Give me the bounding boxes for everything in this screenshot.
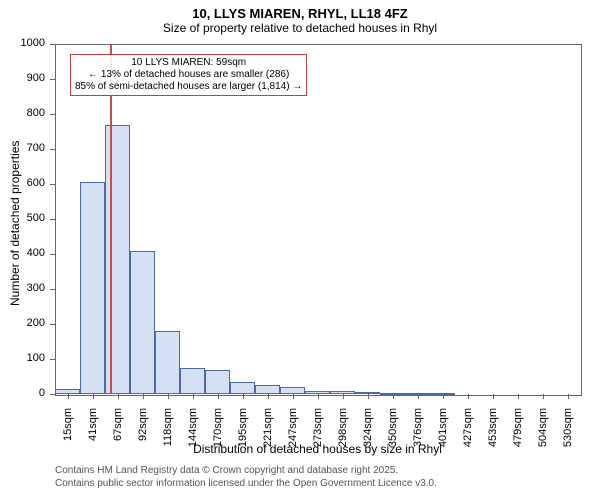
ytick: [50, 324, 55, 325]
bar: [280, 387, 305, 394]
xtick-label: 144sqm: [187, 408, 199, 458]
ytick-label: 600: [0, 177, 45, 189]
bar: [380, 393, 405, 395]
ytick-label: 800: [0, 107, 45, 119]
xtick: [518, 394, 519, 399]
annotation-line1: 10 LLYS MIAREN: 59sqm: [75, 57, 302, 69]
ytick-label: 0: [0, 387, 45, 399]
chart-container: 10, LLYS MIAREN, RHYL, LL18 4FZ Size of …: [0, 0, 600, 500]
bar: [355, 392, 380, 394]
xtick-label: 15sqm: [62, 408, 74, 458]
xtick-label: 376sqm: [412, 408, 424, 458]
xtick: [293, 394, 294, 399]
xtick: [543, 394, 544, 399]
xtick-label: 247sqm: [287, 408, 299, 458]
bar: [80, 182, 105, 394]
xtick: [493, 394, 494, 399]
xtick-label: 41sqm: [87, 408, 99, 458]
xtick: [343, 394, 344, 399]
bar: [205, 370, 230, 395]
bar: [130, 251, 155, 395]
xtick: [243, 394, 244, 399]
xtick-label: 92sqm: [137, 408, 149, 458]
chart-title: 10, LLYS MIAREN, RHYL, LL18 4FZ: [0, 0, 600, 21]
bar: [305, 391, 330, 394]
xtick: [168, 394, 169, 399]
ytick: [50, 44, 55, 45]
ytick-label: 500: [0, 212, 45, 224]
xtick-label: 504sqm: [537, 408, 549, 458]
ytick: [50, 289, 55, 290]
xtick-label: 324sqm: [362, 408, 374, 458]
chart-subtitle: Size of property relative to detached ho…: [0, 21, 600, 35]
xtick-label: 427sqm: [462, 408, 474, 458]
xtick-label: 401sqm: [437, 408, 449, 458]
xtick-label: 350sqm: [387, 408, 399, 458]
ytick: [50, 114, 55, 115]
ytick-label: 200: [0, 317, 45, 329]
xtick-label: 221sqm: [262, 408, 274, 458]
xtick: [268, 394, 269, 399]
xtick: [568, 394, 569, 399]
ytick: [50, 219, 55, 220]
bar: [55, 389, 80, 394]
xtick-label: 298sqm: [337, 408, 349, 458]
footer-line1: Contains HM Land Registry data © Crown c…: [55, 465, 398, 476]
annotation-box: 10 LLYS MIAREN: 59sqm ← 13% of detached …: [70, 54, 307, 96]
xtick: [193, 394, 194, 399]
ytick: [50, 359, 55, 360]
xtick: [143, 394, 144, 399]
xtick-label: 118sqm: [162, 408, 174, 458]
xtick-label: 530sqm: [562, 408, 574, 458]
ytick-label: 300: [0, 282, 45, 294]
xtick-label: 453sqm: [487, 408, 499, 458]
bar: [405, 393, 430, 395]
bar: [230, 382, 255, 394]
bar: [330, 391, 355, 394]
ytick: [50, 79, 55, 80]
ytick: [50, 184, 55, 185]
bar: [430, 393, 455, 395]
footer-line2: Contains public sector information licen…: [55, 478, 437, 489]
ytick-label: 900: [0, 72, 45, 84]
ytick-label: 100: [0, 352, 45, 364]
ytick: [50, 149, 55, 150]
ytick: [50, 394, 55, 395]
ytick-label: 400: [0, 247, 45, 259]
xtick: [318, 394, 319, 399]
bar: [155, 331, 180, 394]
xtick: [218, 394, 219, 399]
bar: [105, 125, 130, 395]
ytick: [50, 254, 55, 255]
xtick-label: 170sqm: [212, 408, 224, 458]
xtick: [93, 394, 94, 399]
xtick-label: 195sqm: [237, 408, 249, 458]
xtick: [118, 394, 119, 399]
bar: [180, 368, 205, 394]
ytick-label: 1000: [0, 37, 45, 49]
xtick: [468, 394, 469, 399]
ytick-label: 700: [0, 142, 45, 154]
xtick-label: 479sqm: [512, 408, 524, 458]
bar: [255, 385, 280, 394]
marker-line: [110, 44, 112, 394]
xtick-label: 67sqm: [112, 408, 124, 458]
xtick-label: 273sqm: [312, 408, 324, 458]
xtick: [368, 394, 369, 399]
annotation-line2: ← 13% of detached houses are smaller (28…: [75, 69, 302, 81]
annotation-line3: 85% of semi-detached houses are larger (…: [75, 81, 302, 93]
xtick: [68, 394, 69, 399]
